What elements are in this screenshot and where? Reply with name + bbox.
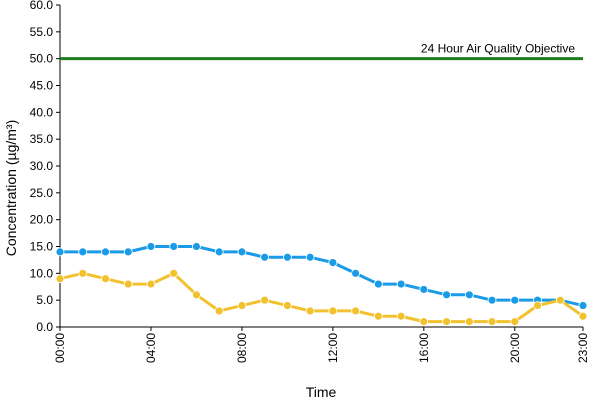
series-1-point	[464, 290, 474, 300]
series-2-point	[533, 301, 542, 310]
series-2-point	[192, 290, 201, 300]
series-2-point	[396, 311, 406, 321]
series-1-point	[419, 285, 429, 294]
air-quality-objective-label: 24 Hour Air Quality Objective	[421, 42, 575, 56]
series-2-point	[578, 311, 588, 321]
x-tick-label: 04:00	[144, 333, 158, 363]
series-2-point	[487, 317, 497, 327]
series-1-point	[169, 242, 179, 251]
series-1-point	[305, 252, 315, 262]
series-2-line	[59, 271, 584, 324]
series-2-point	[55, 274, 65, 284]
series-1-point	[260, 252, 270, 262]
series-1-point	[328, 258, 338, 268]
y-tick-label: 45.0	[30, 79, 54, 93]
series-1-line	[60, 245, 584, 307]
x-tick-label: 08:00	[235, 333, 249, 363]
series-1-point	[214, 247, 224, 257]
y-axis-title: Concentration (µg/m³)	[3, 120, 19, 256]
y-tick-label: 35.0	[30, 132, 54, 146]
series-1-point	[373, 279, 383, 289]
y-tick-label: 15.0	[30, 240, 54, 254]
series-1-point	[101, 247, 110, 257]
series-2-point	[555, 295, 565, 305]
series-2-point	[260, 295, 270, 305]
y-tick-label: 55.0	[30, 25, 54, 39]
series-2-point	[305, 306, 315, 316]
series-2-point	[373, 311, 383, 321]
series-2-point	[214, 306, 224, 316]
series-1-point	[78, 247, 88, 257]
series-2-point	[78, 268, 88, 278]
x-tick-label: 00:00	[53, 333, 67, 363]
x-tick-label: 20:00	[508, 333, 522, 363]
series-2-point	[464, 317, 474, 327]
y-tick-label: 40.0	[30, 105, 54, 119]
series-1-point	[146, 242, 156, 251]
x-tick-label: 12:00	[326, 333, 340, 363]
series-2-point	[169, 268, 179, 278]
series-2	[55, 268, 588, 327]
series-1-point	[396, 279, 406, 289]
series-2-point	[351, 306, 361, 316]
y-tick-label: 0.0	[36, 320, 53, 334]
series-2-point	[146, 279, 156, 289]
series-group	[55, 242, 588, 327]
series-1-point	[442, 290, 451, 300]
series-2-point	[419, 317, 429, 327]
series-2-point	[510, 317, 520, 327]
y-tick-label: 50.0	[30, 52, 54, 66]
series-2-point	[237, 301, 247, 310]
series-1-point	[123, 247, 133, 257]
series-1-point	[487, 295, 497, 305]
series-2-point	[442, 317, 451, 327]
series-1-point	[578, 301, 588, 310]
x-axis-title: Time	[306, 384, 337, 400]
series-1-point	[237, 247, 247, 257]
y-tick-label: 10.0	[30, 266, 54, 280]
series-1	[55, 242, 588, 310]
series-1-point	[351, 268, 361, 278]
y-axis: 0.0 5.0 10.0 15.0 20.0 25.0 30.0 35.0 40.0 45.0 50…	[30, 0, 61, 334]
x-axis: 00:00 04:00 08:00 12:00 16:00 20:00 23:00	[53, 326, 590, 363]
series-1-point	[192, 242, 201, 251]
reference-line-group: 24 Hour Air Quality Objective	[60, 42, 583, 61]
series-1-point	[510, 295, 520, 305]
series-2-point	[123, 279, 133, 289]
y-tick-label: 30.0	[30, 159, 54, 173]
series-1-point	[282, 252, 292, 262]
series-1-point	[55, 247, 65, 257]
x-tick-label: 23:00	[576, 333, 590, 363]
y-tick-label: 25.0	[30, 186, 54, 200]
y-tick-label: 60.0	[30, 0, 54, 12]
y-tick-label: 20.0	[30, 213, 54, 227]
series-2-point	[328, 306, 338, 316]
y-tick-label: 5.0	[36, 293, 53, 307]
series-2-point	[282, 301, 292, 310]
x-tick-label: 16:00	[417, 333, 431, 363]
series-2-point	[101, 274, 110, 284]
